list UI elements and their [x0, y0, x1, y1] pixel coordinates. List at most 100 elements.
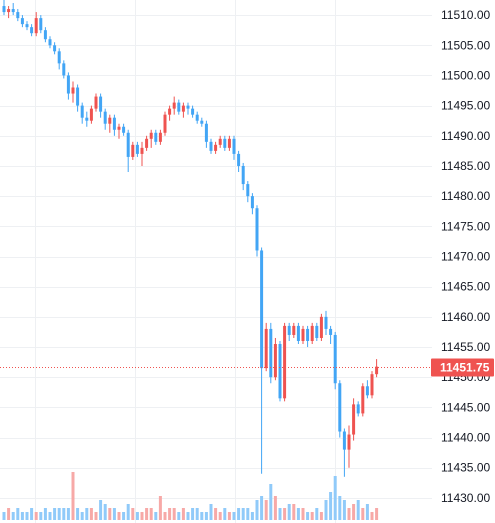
volume-bar: [20, 512, 24, 520]
price-tick-label: 11500.00: [441, 68, 490, 82]
volume-bar: [319, 512, 323, 520]
volume-bar: [85, 508, 89, 520]
volume-bar: [172, 508, 176, 520]
volume-bar: [365, 504, 369, 520]
candle-body: [361, 386, 365, 414]
volume-bar: [43, 508, 47, 520]
volume-bar: [53, 508, 57, 520]
candle-body: [250, 196, 254, 209]
volume-bar: [103, 504, 107, 520]
candle-body: [269, 328, 273, 378]
candle-body: [292, 325, 296, 335]
candle-body: [145, 138, 149, 148]
volume-bar: [186, 512, 190, 520]
volume-bar: [287, 504, 291, 520]
volume-bar: [214, 508, 218, 520]
candle-body: [260, 250, 264, 369]
volume-bar: [273, 496, 277, 520]
price-tick-label: 11505.00: [441, 38, 490, 52]
candle-body: [108, 117, 112, 124]
volume-bar: [324, 500, 328, 520]
candle-body: [57, 51, 61, 64]
candle-body: [71, 87, 75, 94]
volume-bar: [163, 512, 167, 520]
candle-body: [278, 344, 282, 399]
volume-bar: [181, 508, 185, 520]
candle-body: [39, 18, 43, 31]
price-tick-label: 11445.00: [441, 400, 490, 414]
candle-body: [85, 117, 89, 121]
candle-body: [296, 325, 300, 341]
candle-body: [163, 114, 167, 133]
volume-bar: [145, 508, 149, 520]
volume-bar: [333, 476, 337, 520]
candle-body: [62, 63, 66, 76]
candle-body: [168, 108, 172, 115]
volume-bar: [195, 508, 199, 520]
volume-bar: [62, 508, 66, 520]
price-tick-label: 11465.00: [441, 280, 490, 294]
volume-bar: [361, 508, 365, 520]
candle-body: [301, 328, 305, 341]
candle-body: [112, 117, 116, 130]
candle-body: [66, 75, 70, 94]
price-tick-label: 11435.00: [441, 461, 490, 475]
candle-body: [214, 144, 218, 151]
volume-bar: [191, 508, 195, 520]
volume-bar: [108, 508, 112, 520]
volume-bar: [7, 508, 11, 520]
volume-bar: [246, 508, 250, 520]
candle-body: [191, 108, 195, 115]
volume-bar: [66, 508, 70, 520]
candle-body: [324, 316, 328, 329]
volume-bar: [76, 508, 80, 520]
price-axis[interactable]: 11510.00 11505.00 11500.00 11495.00 11490.00…: [441, 8, 490, 505]
volume-bar: [209, 504, 213, 520]
price-tick-label: 11510.00: [441, 8, 490, 22]
volume-bar: [329, 492, 333, 520]
candle-body: [287, 325, 291, 335]
candle-body: [329, 328, 333, 335]
current-price-tag: 11451.75: [431, 358, 494, 377]
candle-body: [342, 431, 346, 450]
candle-body: [310, 325, 314, 341]
volume-bar: [204, 512, 208, 520]
candle-body: [283, 325, 287, 399]
candle-body: [375, 366, 379, 375]
volume-bar: [223, 508, 227, 520]
volume-bar: [57, 508, 61, 520]
candle-body: [264, 328, 268, 369]
candle-body: [227, 138, 231, 148]
candle-body: [204, 123, 208, 142]
volume-bar: [71, 472, 75, 520]
price-tick-label: 11460.00: [441, 310, 490, 324]
candle-body: [319, 316, 323, 338]
candle-body: [154, 132, 158, 142]
candle-body: [172, 102, 176, 109]
volume-bar: [25, 512, 29, 520]
candle-body: [16, 12, 20, 19]
candle-body: [333, 334, 337, 384]
candle-body: [209, 141, 213, 151]
candle-body: [158, 132, 162, 142]
volume-bar: [122, 512, 126, 520]
volume-bar: [283, 508, 287, 520]
candle-body: [356, 404, 360, 414]
candle-body: [241, 165, 245, 185]
candle-body: [273, 344, 277, 378]
price-tick-label: 11455.00: [441, 340, 490, 354]
volume-bar: [80, 512, 84, 520]
price-tick-label: 11475.00: [441, 219, 490, 233]
price-tick-label: 11485.00: [441, 159, 490, 173]
candle-body: [315, 325, 319, 338]
price-axis-background: [432, 0, 495, 523]
volume-bar: [315, 508, 319, 520]
volume-bar: [177, 512, 181, 520]
price-tick-label: 11440.00: [441, 431, 490, 445]
candle-body: [126, 132, 130, 157]
candlesticks: [2, 0, 379, 477]
volume-bar: [30, 508, 34, 520]
candle-body: [34, 18, 38, 34]
candle-body: [200, 120, 204, 124]
